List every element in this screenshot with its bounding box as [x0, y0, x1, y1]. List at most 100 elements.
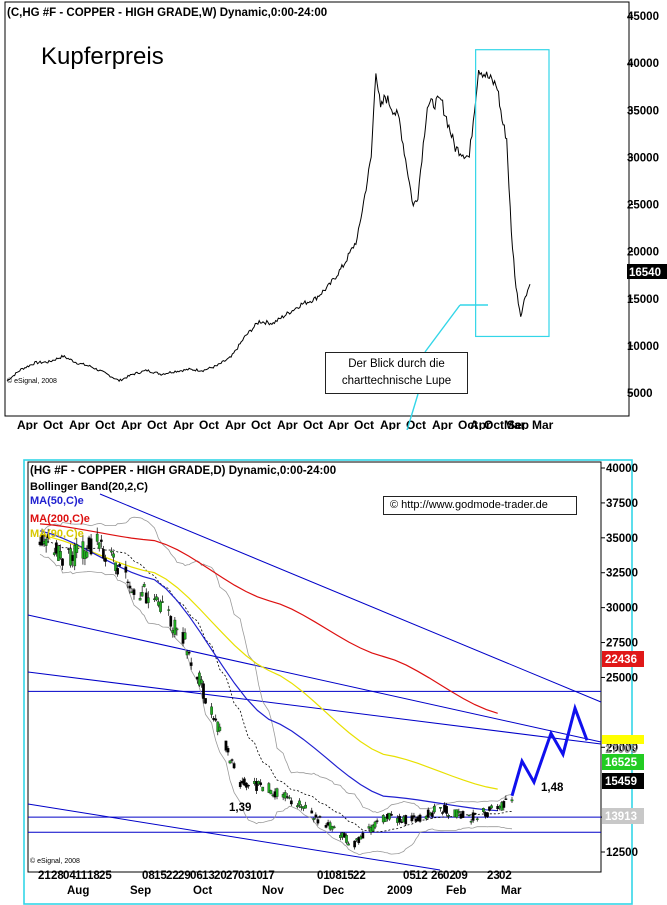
bottom-x-day-label: 02 — [499, 870, 512, 882]
top-x-month-label: Apr — [277, 418, 298, 430]
candle-body — [161, 601, 164, 603]
price-tag-15459: 15459 — [605, 776, 637, 788]
candle-body — [132, 589, 136, 595]
bottom-x-day-label: 13 — [202, 870, 215, 882]
candle-body — [469, 821, 473, 823]
bottom-y-tick-label: 12500 — [606, 847, 638, 859]
trendline — [27, 614, 602, 743]
bottom-x-month-label: Sep — [130, 885, 151, 897]
top-plot-area — [4, 1, 630, 417]
candle-body — [304, 804, 307, 809]
price-tag-22436: 22436 — [605, 654, 637, 666]
bottom-x-day-label: 02 — [443, 870, 456, 882]
candle-body — [269, 790, 273, 795]
candle-body — [441, 812, 444, 814]
candle-body — [46, 534, 50, 539]
candle-body — [361, 832, 365, 839]
top-y-tick-label: 45000 — [627, 11, 659, 23]
candle-body — [310, 810, 314, 814]
candle-body — [247, 784, 250, 787]
top-x-month-label: Apr — [17, 418, 38, 430]
candle-body — [242, 778, 246, 786]
trendline — [27, 671, 602, 745]
candle-body — [433, 806, 436, 813]
price-tag-17005: 17005 — [605, 744, 638, 756]
bottom-y-tick-label: 25000 — [606, 672, 638, 684]
candle-body — [383, 816, 387, 822]
candle-body — [183, 632, 187, 640]
top-x-month-label: Oct — [95, 418, 115, 430]
zoom-highlight-box — [475, 49, 550, 338]
candle-body — [59, 551, 62, 559]
ma200-line — [39, 523, 498, 714]
candle-body — [226, 748, 230, 753]
top-y-tick-label: 20000 — [627, 247, 659, 259]
candle-body — [204, 698, 207, 704]
candle-body — [140, 592, 144, 597]
bottom-x-day-label: 25 — [99, 870, 112, 882]
source-url-box[interactable]: © http://www.godmode-trader.de — [383, 496, 577, 515]
price-tag-13913-bg — [602, 808, 644, 824]
copyright-icon: © — [390, 499, 399, 511]
top-x-month-label: Apr — [328, 418, 349, 430]
candle-body — [390, 814, 393, 816]
candle-body — [447, 815, 451, 817]
bollinger-bands — [39, 516, 513, 855]
candle-body — [375, 820, 379, 822]
top-price-tag: 16540 — [627, 264, 667, 279]
top-y-tick-label: 30000 — [627, 152, 659, 164]
candle-body — [461, 811, 465, 818]
top-x-month-label: Apr — [380, 418, 401, 430]
candle-body — [445, 805, 448, 814]
bottom-y-tick-label: 37500 — [606, 498, 638, 510]
candle-body — [345, 835, 348, 843]
daily-copper-chart: (HG #F - COPPER - HIGH GRADE,D) Dynamic,… — [23, 459, 644, 905]
bottom-x-day-label: 15 — [341, 870, 354, 882]
top-x-month-label: Mar — [532, 418, 554, 430]
candle-body — [412, 815, 416, 818]
candle-body — [73, 545, 77, 567]
bottom-x-day-label: 18 — [87, 870, 100, 882]
candle-body — [388, 812, 391, 820]
top-x-month-label: Apr — [69, 418, 90, 430]
candle-body — [418, 814, 422, 822]
bollinger-lower — [39, 554, 513, 855]
bottom-x-day-label: 27 — [226, 870, 239, 882]
candle-body — [287, 797, 291, 799]
candle-body — [404, 815, 408, 825]
bottom-x-day-label: 01 — [317, 870, 330, 882]
top-x-month-label: Apr — [121, 418, 142, 430]
price-tag-15459-bg — [602, 773, 644, 789]
candle-body — [457, 811, 461, 813]
candle-body — [155, 596, 158, 601]
candle-body — [175, 628, 179, 631]
candle-body — [159, 601, 162, 612]
candle-body — [116, 568, 119, 575]
bottom-x-month-label: Feb — [446, 885, 466, 897]
candle-body — [198, 672, 201, 686]
price-tags: 22436 17005 16525 15459 13913 — [602, 651, 644, 824]
candle-body — [267, 783, 271, 793]
bottom-y-tick-label: 27500 — [606, 638, 638, 650]
weekly-copper-chart: (C,HG #F - COPPER - HIGH GRADE,W) Dynami… — [4, 1, 667, 430]
magnifier-note-line1: Der Blick durch die — [348, 358, 445, 370]
candle-body — [371, 824, 375, 832]
bottom-x-day-label: 15 — [154, 870, 167, 882]
top-y-tick-label: 25000 — [627, 200, 659, 212]
candle-body — [138, 598, 142, 601]
candle-body — [510, 799, 514, 802]
candle-body — [353, 840, 357, 848]
source-url: http://www.godmode-trader.de — [401, 499, 548, 511]
candle-body — [261, 786, 265, 792]
bottom-plot-area — [27, 461, 602, 873]
top-x-month-label: Oct — [458, 418, 478, 430]
candle-body — [357, 837, 361, 844]
price-tag-13913: 13913 — [605, 811, 637, 823]
candle-body — [488, 806, 491, 811]
candle-body — [128, 585, 132, 589]
bollinger-upper — [39, 516, 513, 814]
copper-price-line — [6, 69, 531, 383]
candle-body — [44, 538, 48, 546]
candle-body — [283, 792, 287, 799]
ma90-line — [39, 534, 498, 790]
